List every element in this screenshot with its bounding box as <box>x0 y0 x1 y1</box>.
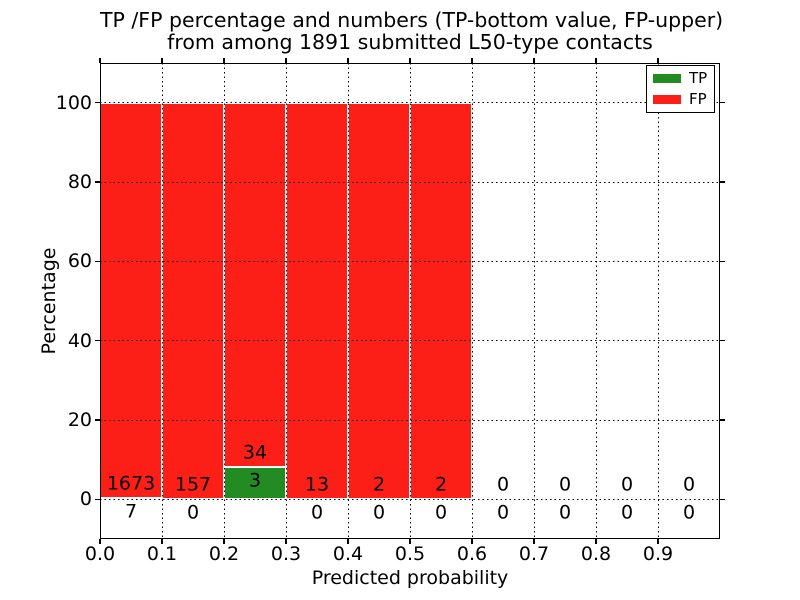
tp-count-label: 0 <box>496 501 510 524</box>
y-tick-right <box>720 339 725 342</box>
y-tick-left <box>95 260 100 263</box>
fp-count-label: 0 <box>496 473 510 496</box>
legend-item-tp: TP <box>653 71 714 86</box>
y-tick-label: 80 <box>67 171 92 193</box>
grid-line-x <box>285 63 287 539</box>
fp-count-label: 2 <box>434 473 448 496</box>
tp-count-label: 0 <box>186 501 200 524</box>
x-tick-label: 0.3 <box>270 543 302 565</box>
x-tick-bottom <box>409 539 411 544</box>
fp-count-label: 157 <box>174 473 212 496</box>
fp-count-label: 13 <box>304 473 330 496</box>
x-tick-bottom <box>533 539 535 544</box>
legend-label-tp: TP <box>689 69 708 88</box>
bar-fp <box>410 102 472 500</box>
grid-line-x <box>409 63 411 539</box>
x-tick-bottom <box>347 539 349 544</box>
x-tick-label: 0.6 <box>456 543 488 565</box>
grid-line-x <box>347 63 349 539</box>
chart-title: TP /FP percentage and numbers (TP-bottom… <box>100 8 724 54</box>
x-tick-bottom <box>657 539 659 544</box>
y-tick-left <box>95 498 100 501</box>
grid-line-x <box>595 63 597 539</box>
x-tick-top <box>223 58 225 63</box>
tp-count-label: 0 <box>620 501 634 524</box>
tp-count-label: 7 <box>124 500 138 523</box>
legend: TP FP <box>646 65 715 113</box>
legend-label-fp: FP <box>689 89 707 108</box>
fp-count-label: 0 <box>620 473 634 496</box>
y-tick-left <box>95 101 100 104</box>
tp-count-label: 0 <box>310 501 324 524</box>
x-tick-bottom <box>99 539 101 544</box>
y-tick-left <box>95 419 100 421</box>
x-tick-bottom <box>285 539 287 544</box>
grid-line-x <box>161 63 163 539</box>
x-tick-bottom <box>471 539 473 544</box>
tp-count-label: 3 <box>248 469 262 492</box>
tp-count-label: 0 <box>682 501 696 524</box>
x-tick-label: 0.1 <box>146 543 178 565</box>
x-tick-bottom <box>223 539 225 544</box>
x-tick-bottom <box>161 539 163 544</box>
x-tick-bottom <box>595 539 597 544</box>
y-tick-right <box>720 181 725 183</box>
x-tick-top <box>595 58 597 63</box>
x-tick-label: 0.7 <box>518 543 550 565</box>
y-axis-label: Percentage <box>38 247 60 355</box>
x-tick-top <box>657 58 659 63</box>
fp-count-label: 2 <box>372 473 386 496</box>
y-tick-right <box>720 419 725 421</box>
y-tick-label: 20 <box>67 409 92 431</box>
x-tick-label: 0.0 <box>84 543 116 565</box>
y-tick-right <box>720 498 725 501</box>
bar-fp <box>348 102 410 500</box>
x-axis-label: Predicted probability <box>311 567 509 589</box>
x-tick-label: 0.5 <box>394 543 426 565</box>
chart-title-line1: TP /FP percentage and numbers (TP-bottom… <box>100 8 724 32</box>
tp-count-label: 0 <box>434 501 448 524</box>
tp-swatch-icon <box>653 74 681 84</box>
fp-count-label: 1673 <box>106 472 156 495</box>
fp-count-label: 0 <box>682 473 696 496</box>
fp-count-label: 34 <box>242 441 268 464</box>
grid-line-x <box>223 63 225 539</box>
x-tick-top <box>285 58 287 63</box>
chart-title-line2: from among 1891 submitted L50-type conta… <box>167 30 653 54</box>
y-tick-label: 0 <box>79 488 92 511</box>
grid-line-x <box>533 63 535 539</box>
y-tick-right <box>720 101 725 104</box>
fp-count-label: 0 <box>558 473 572 496</box>
tp-count-label: 0 <box>372 501 386 524</box>
x-tick-top <box>409 58 411 63</box>
tp-count-label: 0 <box>558 501 572 524</box>
x-tick-label: 0.4 <box>332 543 364 565</box>
fp-swatch-icon <box>653 94 681 104</box>
legend-item-fp: FP <box>653 89 714 108</box>
x-tick-top <box>99 58 101 63</box>
x-tick-top <box>533 58 535 63</box>
x-tick-top <box>471 58 473 63</box>
grid-line-x <box>657 63 659 539</box>
y-tick-label: 60 <box>67 250 92 273</box>
y-tick-right <box>720 260 725 263</box>
y-tick-left <box>95 181 100 183</box>
y-tick-label: 100 <box>55 91 92 114</box>
grid-line-x <box>471 63 473 539</box>
x-tick-top <box>161 58 163 63</box>
x-tick-label: 0.2 <box>208 543 240 565</box>
x-tick-label: 0.9 <box>642 543 674 565</box>
plot-area <box>100 63 720 539</box>
x-tick-label: 0.8 <box>580 543 612 565</box>
x-tick-top <box>347 58 349 63</box>
y-tick-left <box>95 339 100 342</box>
y-tick-label: 40 <box>67 329 92 352</box>
